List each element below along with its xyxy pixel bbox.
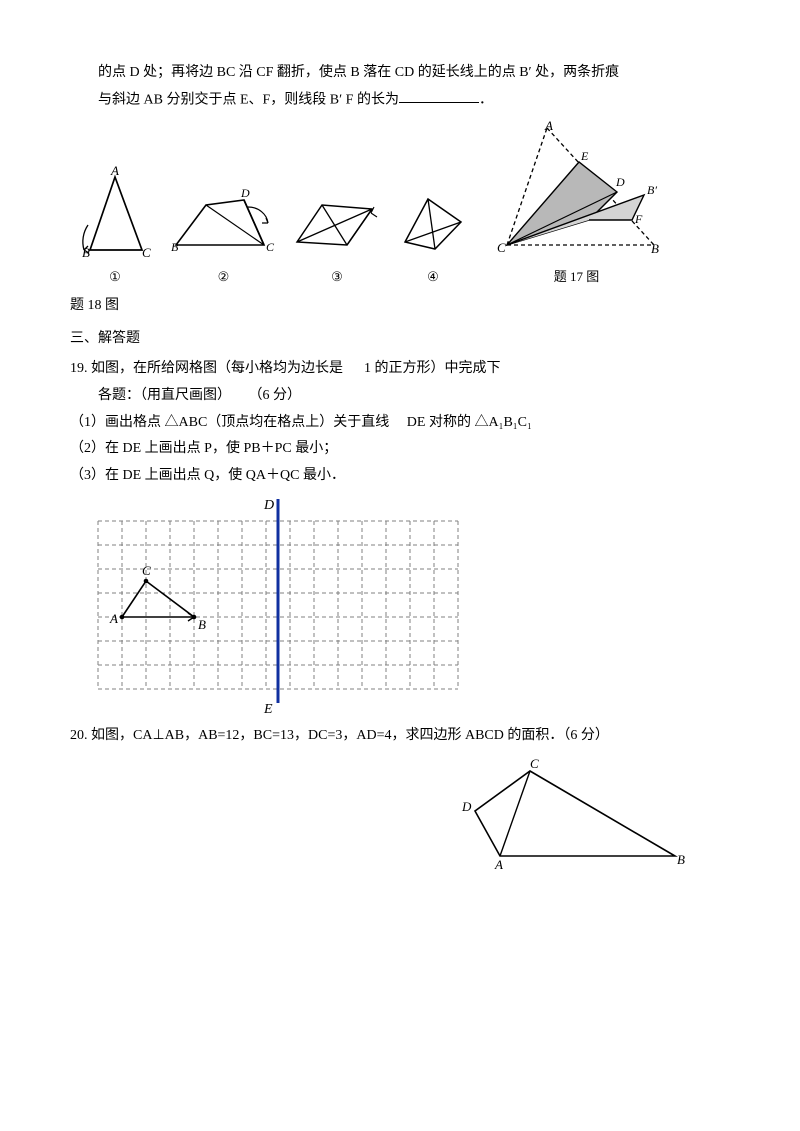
q19-1a: （1）画出格点 △ABC（顶点均在格点上）关于直线	[70, 415, 389, 430]
para-2: 与斜边 AB 分别交于点 E、F，则线段 B′ F 的长为 ．	[70, 87, 730, 114]
q20-label-B: B	[677, 852, 685, 867]
q20-figure: A B C D	[70, 756, 730, 876]
fig18-3-svg	[287, 187, 387, 265]
p1-text: 的点 D 处；再将边 BC 沿 CF 翻折，使点 B 落在 CD 的延长线上的点…	[98, 65, 619, 80]
svg-text:B: B	[651, 241, 659, 256]
para-1: 的点 D 处；再将边 BC 沿 CF 翻折，使点 B 落在 CD 的延长线上的点…	[70, 60, 730, 87]
grid-figure: D E A B C	[78, 493, 730, 717]
q19-line1: 19. 如图，在所给网格图（每小格均为边长是 1 的正方形）中完成下	[70, 356, 730, 383]
fig18-caption: 题 18 图	[70, 293, 730, 320]
p2b-text: ．	[479, 92, 493, 107]
fig18-1: A B C ①	[70, 165, 160, 290]
fig17-caption: 题 17 图	[489, 265, 664, 290]
q19-sub2: （2）在 DE 上画出点 P，使 PB＋PC 最小；	[70, 436, 730, 463]
fig18-4: ④	[393, 187, 473, 290]
svg-text:D: D	[240, 186, 250, 200]
q19-line2: 各题：（用直尺画图） （6 分）	[70, 383, 730, 410]
q19-b: 1 的正方形）中完成下	[364, 361, 501, 376]
q19: 19. 如图，在所给网格图（每小格均为边长是 1 的正方形）中完成下 各题：（用…	[70, 356, 730, 489]
q20: 20. 如图，CA⊥AB，AB=12，BC=13，DC=3，AD=4，求四边形 …	[70, 723, 730, 750]
svg-text:C: C	[497, 240, 506, 255]
fig17-svg: A E D B′ F C B	[489, 120, 664, 265]
circled-2: ②	[166, 265, 281, 290]
p2a-text: 与斜边 AB 分别交于点 E、F，则线段 B′ F 的长为	[98, 92, 399, 107]
svg-text:F: F	[634, 212, 643, 226]
fig18-2: B C D ②	[166, 185, 281, 290]
circled-4: ④	[393, 265, 473, 290]
q19-c: 各题：（用直尺画图）	[98, 388, 231, 403]
q20-label-C: C	[530, 756, 539, 771]
svg-text:B: B	[82, 245, 90, 260]
svg-text:B: B	[198, 617, 206, 632]
q20-label-D: D	[461, 799, 472, 814]
svg-text:D: D	[615, 175, 625, 189]
circled-1: ①	[70, 265, 160, 290]
fig18-4-svg	[393, 187, 473, 265]
q20-svg: A B C D	[460, 756, 690, 876]
grid-svg: D E A B C	[78, 493, 468, 717]
svg-text:A: A	[110, 165, 119, 178]
q19-a: 19. 如图，在所给网格图（每小格均为边长是	[70, 361, 343, 376]
fig18-3: ③	[287, 187, 387, 290]
fig17: A E D B′ F C B 题 17 图	[489, 120, 664, 290]
svg-text:E: E	[263, 702, 273, 717]
svg-text:B: B	[171, 240, 179, 254]
svg-text:D: D	[263, 498, 274, 513]
svg-text:B′: B′	[647, 183, 657, 197]
q19-d: （6 分）	[249, 388, 302, 403]
svg-text:E: E	[580, 149, 589, 163]
svg-text:A: A	[109, 611, 118, 626]
q19-sub3: （3）在 DE 上画出点 Q，使 QA＋QC 最小．	[70, 463, 730, 490]
q19-sub1: （1）画出格点 △ABC（顶点均在格点上）关于直线 DE 对称的 △A₁B₁C₁	[70, 410, 730, 437]
section-3-title: 三、解答题	[70, 326, 730, 353]
svg-text:C: C	[142, 563, 151, 578]
svg-text:C: C	[142, 245, 151, 260]
q19-1b: DE 对称的 △A₁B₁C₁	[407, 415, 532, 430]
answer-blank	[399, 87, 479, 103]
figures-row: A B C ① B C D ② ③	[70, 120, 730, 290]
fig18-2-svg: B C D	[166, 185, 281, 265]
circled-3: ③	[287, 265, 387, 290]
svg-text:C: C	[266, 240, 275, 254]
svg-text:A: A	[544, 120, 553, 133]
q20-label-A: A	[494, 857, 503, 872]
fig18-1-svg: A B C	[70, 165, 160, 265]
